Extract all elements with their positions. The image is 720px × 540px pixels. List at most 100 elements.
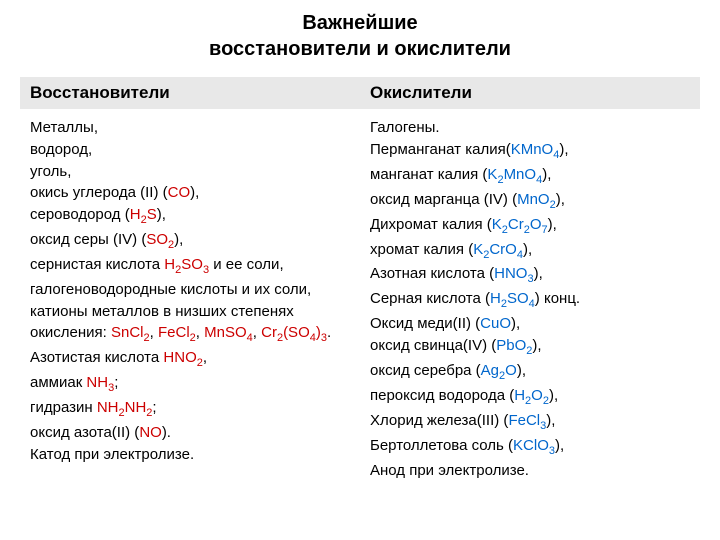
text: Бертоллетова соль ( — [370, 437, 513, 454]
formula: KClO3 — [513, 437, 555, 454]
f: SO — [146, 231, 168, 248]
formula: KMnO4 — [511, 141, 560, 158]
formula: CuO — [480, 315, 511, 332]
formula: NH2NH2 — [97, 399, 153, 416]
text: оксид свинца(IV) ( — [370, 337, 496, 354]
text: Галогены. — [370, 119, 440, 136]
text: ), — [517, 362, 526, 379]
text: аммиак — [30, 374, 86, 391]
text: , — [150, 324, 158, 341]
formula: FeCl3 — [508, 412, 546, 429]
text: ), — [511, 315, 520, 332]
text: ), — [157, 206, 166, 223]
title-line2: восстановители и окислители — [209, 38, 511, 60]
text: ; — [114, 374, 118, 391]
formula: PbO2 — [496, 337, 532, 354]
f: O — [531, 387, 543, 404]
formula: MnO2 — [517, 191, 556, 208]
formula: NH3 — [86, 374, 114, 391]
formula: MnSO4 — [204, 324, 253, 341]
text: хромат калия ( — [370, 241, 473, 258]
f: H — [130, 206, 141, 223]
f: O — [505, 362, 517, 379]
header-reducers: Восстановители — [20, 77, 360, 109]
text: оксид серы (IV) ( — [30, 231, 146, 248]
title-line1: Важнейшие — [302, 12, 417, 34]
formula: Ag2O — [481, 362, 517, 379]
text: ), — [548, 216, 557, 233]
f: H — [514, 387, 525, 404]
text: окись углерода (II) ( — [30, 184, 168, 201]
formula: FeCl2 — [158, 324, 196, 341]
text: Металлы, — [30, 119, 98, 136]
page-title: Важнейшие восстановители и окислители — [20, 10, 700, 62]
text: Анод при электролизе. — [370, 462, 529, 479]
text: ), — [174, 231, 183, 248]
f: K — [487, 166, 497, 183]
f: SnCl — [111, 324, 144, 341]
text: манганат калия ( — [370, 166, 487, 183]
text: ), — [523, 241, 532, 258]
f: MnO — [504, 166, 537, 183]
text: уголь, — [30, 163, 71, 180]
text: Хлорид железа(III) ( — [370, 412, 508, 429]
formula: K2Cr2O7 — [492, 216, 548, 233]
f: K — [473, 241, 483, 258]
text: катионы металлов в низших степенях — [30, 303, 294, 320]
f: NH — [86, 374, 108, 391]
table-content-row: Металлы, водород, уголь, окись углерода … — [20, 109, 700, 490]
reducers-cell: Металлы, водород, уголь, окись углерода … — [20, 109, 360, 490]
f: H — [164, 256, 175, 273]
f: NH — [97, 399, 119, 416]
text: Перманганат калия( — [370, 141, 511, 158]
formula: SO2 — [146, 231, 174, 248]
text: , — [203, 349, 207, 366]
f: MnSO — [204, 324, 247, 341]
f: CrO — [489, 241, 517, 258]
text: сероводород ( — [30, 206, 130, 223]
text: Серная кислота ( — [370, 290, 490, 307]
text: гидразин — [30, 399, 97, 416]
text: Дихромат калия ( — [370, 216, 492, 233]
f: O — [530, 216, 542, 233]
text: водород, — [30, 141, 92, 158]
text: , — [253, 324, 261, 341]
text: сернистая кислота — [30, 256, 164, 273]
text: ). — [162, 424, 171, 441]
oxidizers-cell: Галогены. Перманганат калия(KMnO4), манг… — [360, 109, 700, 490]
text: ), — [555, 437, 564, 454]
text: ), — [534, 265, 543, 282]
text: ; — [152, 399, 156, 416]
text: ), — [532, 337, 541, 354]
f: (SO — [283, 324, 310, 341]
formula: H2SO3 — [164, 256, 209, 273]
text: и ее соли, — [209, 256, 284, 273]
text: Оксид меди(II) ( — [370, 315, 480, 332]
f: HNO — [163, 349, 196, 366]
f: K — [492, 216, 502, 233]
f: PbO — [496, 337, 526, 354]
f: S — [147, 206, 157, 223]
f: KMnO — [511, 141, 554, 158]
text: ), — [190, 184, 199, 201]
text: , — [196, 324, 204, 341]
f: Cr — [261, 324, 277, 341]
text: . — [327, 324, 331, 341]
text: ) конц. — [535, 290, 580, 307]
text: оксид марганца (IV) ( — [370, 191, 517, 208]
f: Ag — [481, 362, 499, 379]
text: галогеноводородные кислоты и их соли, — [30, 281, 311, 298]
text: оксид азота(II) ( — [30, 424, 139, 441]
f: FeCl — [508, 412, 540, 429]
text: ), — [542, 166, 551, 183]
formula: H2O2 — [514, 387, 549, 404]
text: пероксид водорода ( — [370, 387, 514, 404]
text: ), — [556, 191, 565, 208]
formula: H2SO4 — [490, 290, 535, 307]
formula: CO — [168, 184, 191, 201]
text: Азотная кислота ( — [370, 265, 494, 282]
formula: HNO3 — [494, 265, 533, 282]
f: SO — [181, 256, 203, 273]
text: Катод при электролизе. — [30, 446, 194, 463]
formula: Cr2(SO4)3 — [261, 324, 327, 341]
